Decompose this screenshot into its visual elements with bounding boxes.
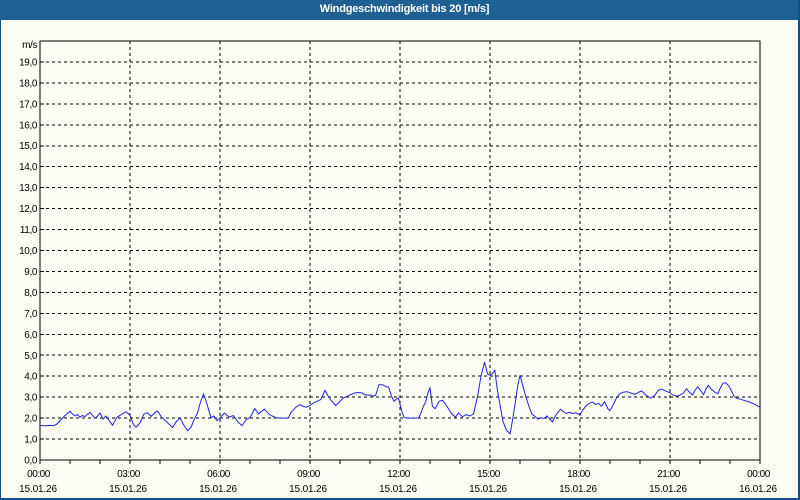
svg-text:12,0: 12,0 [19, 204, 38, 215]
svg-text:15.01.26: 15.01.26 [199, 484, 237, 495]
svg-text:0,0: 0,0 [24, 456, 38, 467]
svg-text:5,0: 5,0 [24, 351, 38, 362]
svg-text:3,0: 3,0 [24, 393, 38, 404]
svg-text:15,0: 15,0 [19, 141, 38, 152]
svg-text:16,0: 16,0 [19, 120, 38, 131]
svg-text:15.01.26: 15.01.26 [289, 484, 327, 495]
svg-text:14,0: 14,0 [19, 162, 38, 173]
svg-text:15.01.26: 15.01.26 [19, 484, 57, 495]
svg-text:12:00: 12:00 [387, 469, 411, 480]
svg-text:15:00: 15:00 [477, 469, 501, 480]
svg-text:03:00: 03:00 [117, 469, 141, 480]
svg-text:4,0: 4,0 [24, 372, 38, 383]
svg-text:15.01.26: 15.01.26 [469, 484, 507, 495]
svg-text:00:00: 00:00 [747, 469, 771, 480]
svg-text:18:00: 18:00 [567, 469, 591, 480]
svg-text:00:00: 00:00 [27, 469, 51, 480]
svg-text:8,0: 8,0 [24, 288, 38, 299]
svg-text:19,0: 19,0 [19, 57, 38, 68]
svg-text:7,0: 7,0 [24, 309, 38, 320]
svg-text:1,0: 1,0 [24, 435, 38, 446]
svg-text:15.01.26: 15.01.26 [109, 484, 147, 495]
svg-text:15.01.26: 15.01.26 [379, 484, 417, 495]
svg-text:10,0: 10,0 [19, 246, 38, 257]
svg-text:m/s: m/s [22, 40, 37, 51]
svg-text:21:00: 21:00 [657, 469, 681, 480]
svg-text:6,0: 6,0 [24, 330, 38, 341]
svg-text:13,0: 13,0 [19, 183, 38, 194]
svg-text:2,0: 2,0 [24, 414, 38, 425]
svg-text:15.01.26: 15.01.26 [559, 484, 597, 495]
svg-text:17,0: 17,0 [19, 99, 38, 110]
svg-text:09:00: 09:00 [297, 469, 321, 480]
svg-text:9,0: 9,0 [24, 267, 38, 278]
svg-text:16.01.26: 16.01.26 [739, 484, 777, 495]
svg-text:11,0: 11,0 [20, 225, 38, 236]
svg-text:15.01.26: 15.01.26 [649, 484, 687, 495]
svg-text:18,0: 18,0 [19, 78, 38, 89]
svg-text:06:00: 06:00 [207, 469, 231, 480]
